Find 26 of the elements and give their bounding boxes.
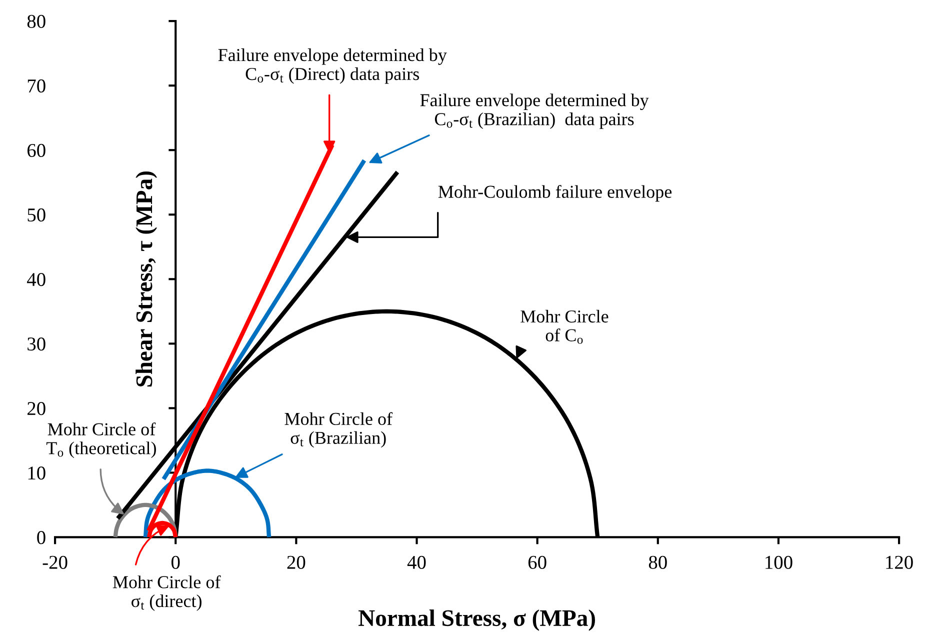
y-tick-label: 0 bbox=[37, 531, 46, 544]
annotation: Mohr-Coulomb failure envelope bbox=[438, 185, 672, 202]
annotation: Mohr Circle of σ$_{t}$ (Brazilian) bbox=[284, 412, 393, 448]
x-axis-title: Normal Stress, σ (MPa) bbox=[358, 609, 595, 631]
annotation: Mohr Circle of T$_{o}$ (theoretical) bbox=[46, 422, 156, 458]
y-tick-label: 60 bbox=[27, 144, 46, 158]
x-tick-label: 100 bbox=[766, 556, 792, 569]
annotation: Mohr Circle of C$_{o}$ bbox=[520, 310, 608, 344]
annotation: Failure envelope determined by C$_{o}$-σ$_{t}$ (Direct) data pairs bbox=[218, 48, 447, 84]
y-tick-label: 50 bbox=[28, 208, 46, 222]
y-tick-label: 40 bbox=[27, 272, 46, 286]
y-tick-label: 10 bbox=[28, 466, 46, 480]
x-tick-label: 80 bbox=[648, 556, 667, 569]
y-axis-title: Shear Stress, τ (MPa) bbox=[136, 172, 158, 386]
x-tick-label: 20 bbox=[287, 556, 306, 569]
y-tick-label: 30 bbox=[28, 337, 46, 351]
y-tick-label: 20 bbox=[28, 402, 46, 416]
annotation: Mohr Circle of σ$_{t}$ (direct) bbox=[112, 575, 221, 611]
annotation: Failure envelope determined by C$_{o}$-σ$_{t}$ (Brazilian) data pairs bbox=[420, 94, 649, 129]
x-tick-label: 120 bbox=[886, 556, 913, 569]
x-tick-label: 0 bbox=[171, 556, 180, 569]
x-tick-label: 40 bbox=[407, 556, 426, 569]
y-tick-label: 70 bbox=[28, 79, 46, 93]
x-tick-label: -20 bbox=[42, 556, 68, 569]
x-tick-label: 60 bbox=[528, 556, 546, 569]
y-tick-label: 80 bbox=[27, 14, 46, 28]
